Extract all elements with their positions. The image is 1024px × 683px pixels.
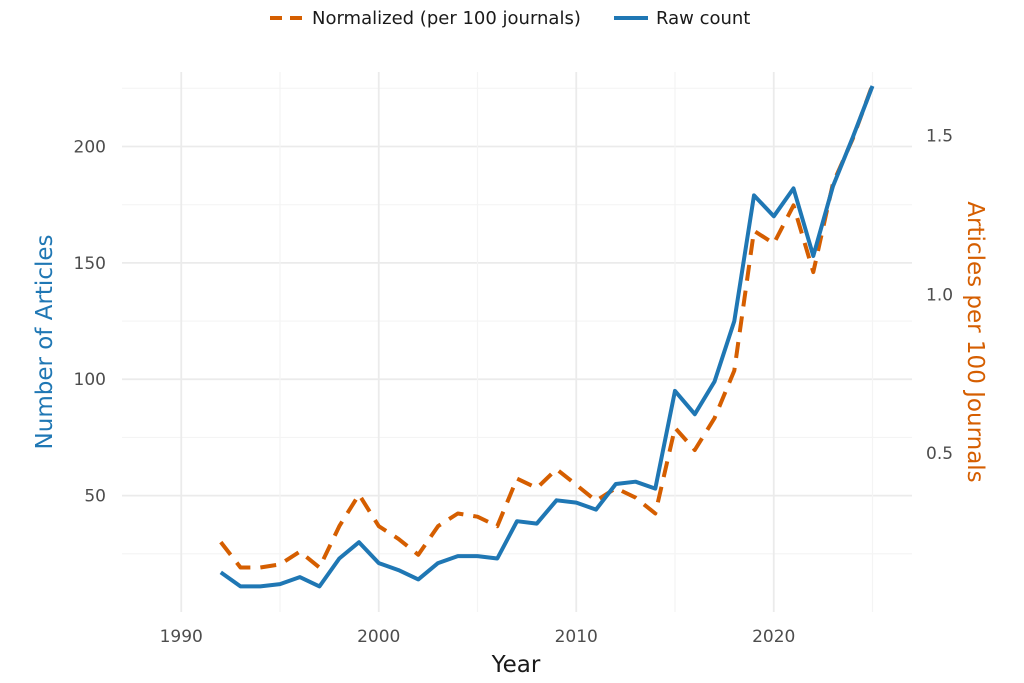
series-lines xyxy=(219,84,875,589)
y-axis-right: 0.5 1.0 1.5 xyxy=(926,127,953,465)
y-axis-left: 50 100 150 200 xyxy=(74,137,106,506)
y-tick-right-label: 1.0 xyxy=(926,285,953,305)
series-line-raw xyxy=(219,85,875,589)
y-axis-left-title: Number of Articles xyxy=(32,235,58,450)
x-tick-label: 2020 xyxy=(752,627,795,647)
grid-lines xyxy=(122,72,912,612)
y-tick-left-label: 150 xyxy=(74,254,106,274)
legend-label-normalized: Normalized (per 100 journals) xyxy=(312,8,581,29)
series-line-normalized xyxy=(219,84,875,570)
legend: Normalized (per 100 journals) Raw count xyxy=(270,8,750,29)
y-axis-right-title: Articles per 100 Journals xyxy=(962,201,988,482)
x-tick-label: 2010 xyxy=(555,627,598,647)
x-axis-title: Year xyxy=(491,652,541,678)
x-tick-label: 1990 xyxy=(160,627,203,647)
y-tick-right-label: 1.5 xyxy=(926,127,953,147)
y-tick-left-label: 200 xyxy=(74,137,106,157)
x-axis: 1990 2000 2010 2020 xyxy=(160,627,796,647)
legend-label-raw: Raw count xyxy=(656,8,750,29)
y-tick-left-label: 100 xyxy=(74,370,106,390)
x-tick-label: 2000 xyxy=(357,627,400,647)
y-tick-right-label: 0.5 xyxy=(926,444,953,464)
y-tick-left-label: 50 xyxy=(84,487,106,507)
